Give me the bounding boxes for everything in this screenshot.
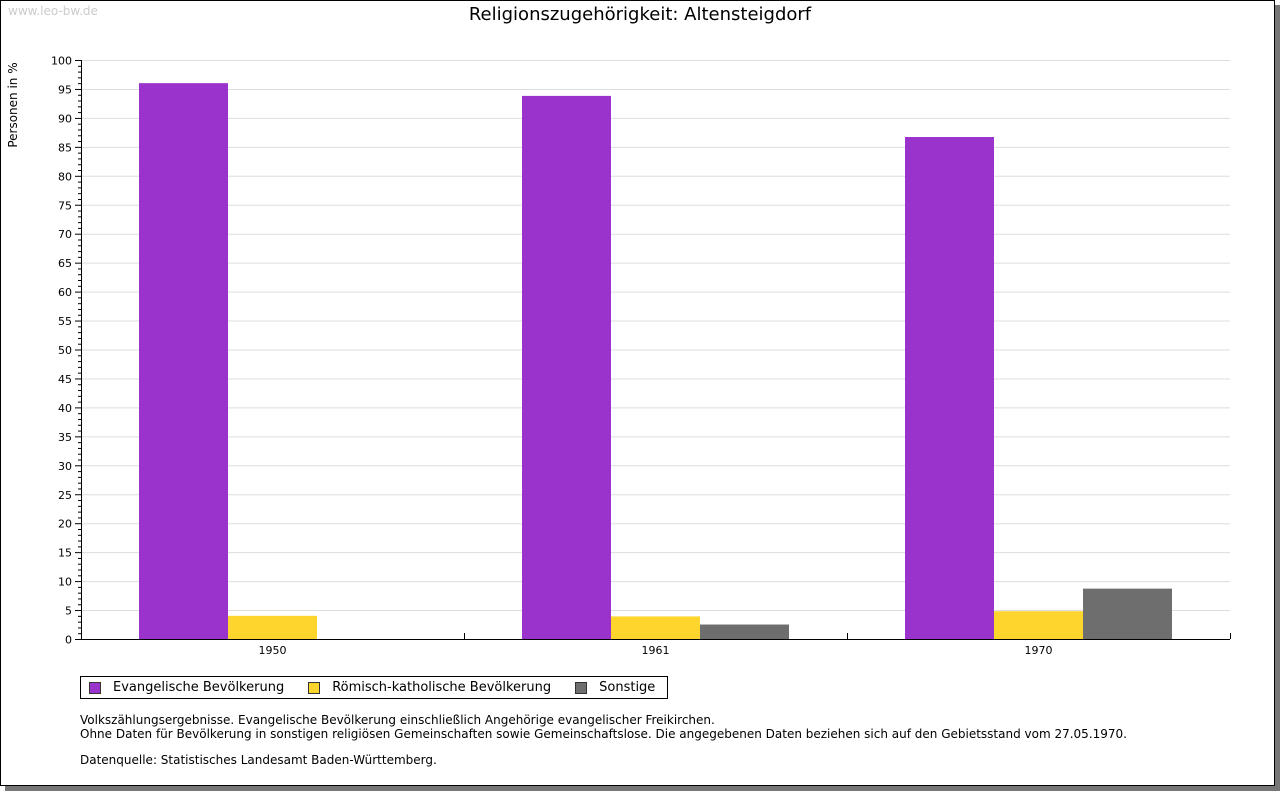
note-2: Ohne Daten für Bevölkerung in sonstigen … — [80, 727, 1127, 741]
y-tick-label: 0 — [65, 634, 72, 647]
y-tick-label: 65 — [58, 257, 72, 270]
x-tick-label: 1950 — [259, 644, 287, 657]
y-tick-label: 40 — [58, 402, 72, 415]
x-tick-label: 1970 — [1025, 644, 1053, 657]
y-tick-label: 45 — [58, 373, 72, 386]
legend-swatch — [575, 681, 588, 694]
y-tick-label: 55 — [58, 315, 72, 328]
y-tick-label: 30 — [58, 460, 72, 473]
y-tick-label: 80 — [58, 170, 72, 183]
legend: Evangelische Bevölkerung Römisch-katholi… — [80, 676, 669, 699]
y-tick-label: 10 — [58, 576, 72, 589]
y-tick-label: 85 — [58, 141, 72, 154]
watermark: www.leo-bw.de — [8, 4, 98, 18]
bar-sonstige-1970 — [1083, 588, 1172, 639]
y-tick-label: 15 — [58, 547, 72, 560]
note-1: Volkszählungsergebnisse. Evangelische Be… — [80, 713, 715, 727]
x-tick-label: 1961 — [642, 644, 670, 657]
y-tick-label: 25 — [58, 489, 72, 502]
y-tick-label: 60 — [58, 286, 72, 299]
bar-evangelische-bev-lkerung-1970 — [905, 137, 994, 639]
y-tick-label: 100 — [51, 55, 72, 68]
y-tick-label: 75 — [58, 199, 72, 212]
y-tick-label: 90 — [58, 112, 72, 125]
legend-item: Römisch-katholische Bevölkerung — [308, 680, 551, 695]
source-note: Datenquelle: Statistisches Landesamt Bad… — [80, 753, 437, 767]
legend-label: Römisch-katholische Bevölkerung — [332, 680, 552, 695]
legend-label: Evangelische Bevölkerung — [113, 680, 285, 695]
y-tick-label: 20 — [58, 518, 72, 531]
chart-title: Religionszugehörigkeit: Altensteigdorf — [468, 4, 812, 25]
bar-r-misch-katholische-bev-lkerung-1970 — [994, 611, 1083, 639]
y-tick-label: 70 — [58, 228, 72, 241]
bar-sonstige-1961 — [700, 624, 789, 639]
y-tick-label: 95 — [58, 83, 72, 96]
legend-item: Evangelische Bevölkerung — [89, 680, 284, 695]
bar-r-misch-katholische-bev-lkerung-1950 — [228, 615, 317, 639]
bar-evangelische-bev-lkerung-1961 — [522, 95, 611, 639]
y-tick-label: 50 — [58, 344, 72, 357]
y-tick-label: 35 — [58, 431, 72, 444]
legend-swatch — [89, 681, 101, 694]
bar-evangelische-bev-lkerung-1950 — [139, 83, 228, 639]
legend-label: Sonstige — [599, 680, 656, 695]
bar-r-misch-katholische-bev-lkerung-1961 — [611, 616, 700, 639]
legend-swatch — [308, 681, 321, 694]
legend-item: Sonstige — [575, 680, 655, 695]
y-tick-label: 5 — [65, 605, 72, 618]
